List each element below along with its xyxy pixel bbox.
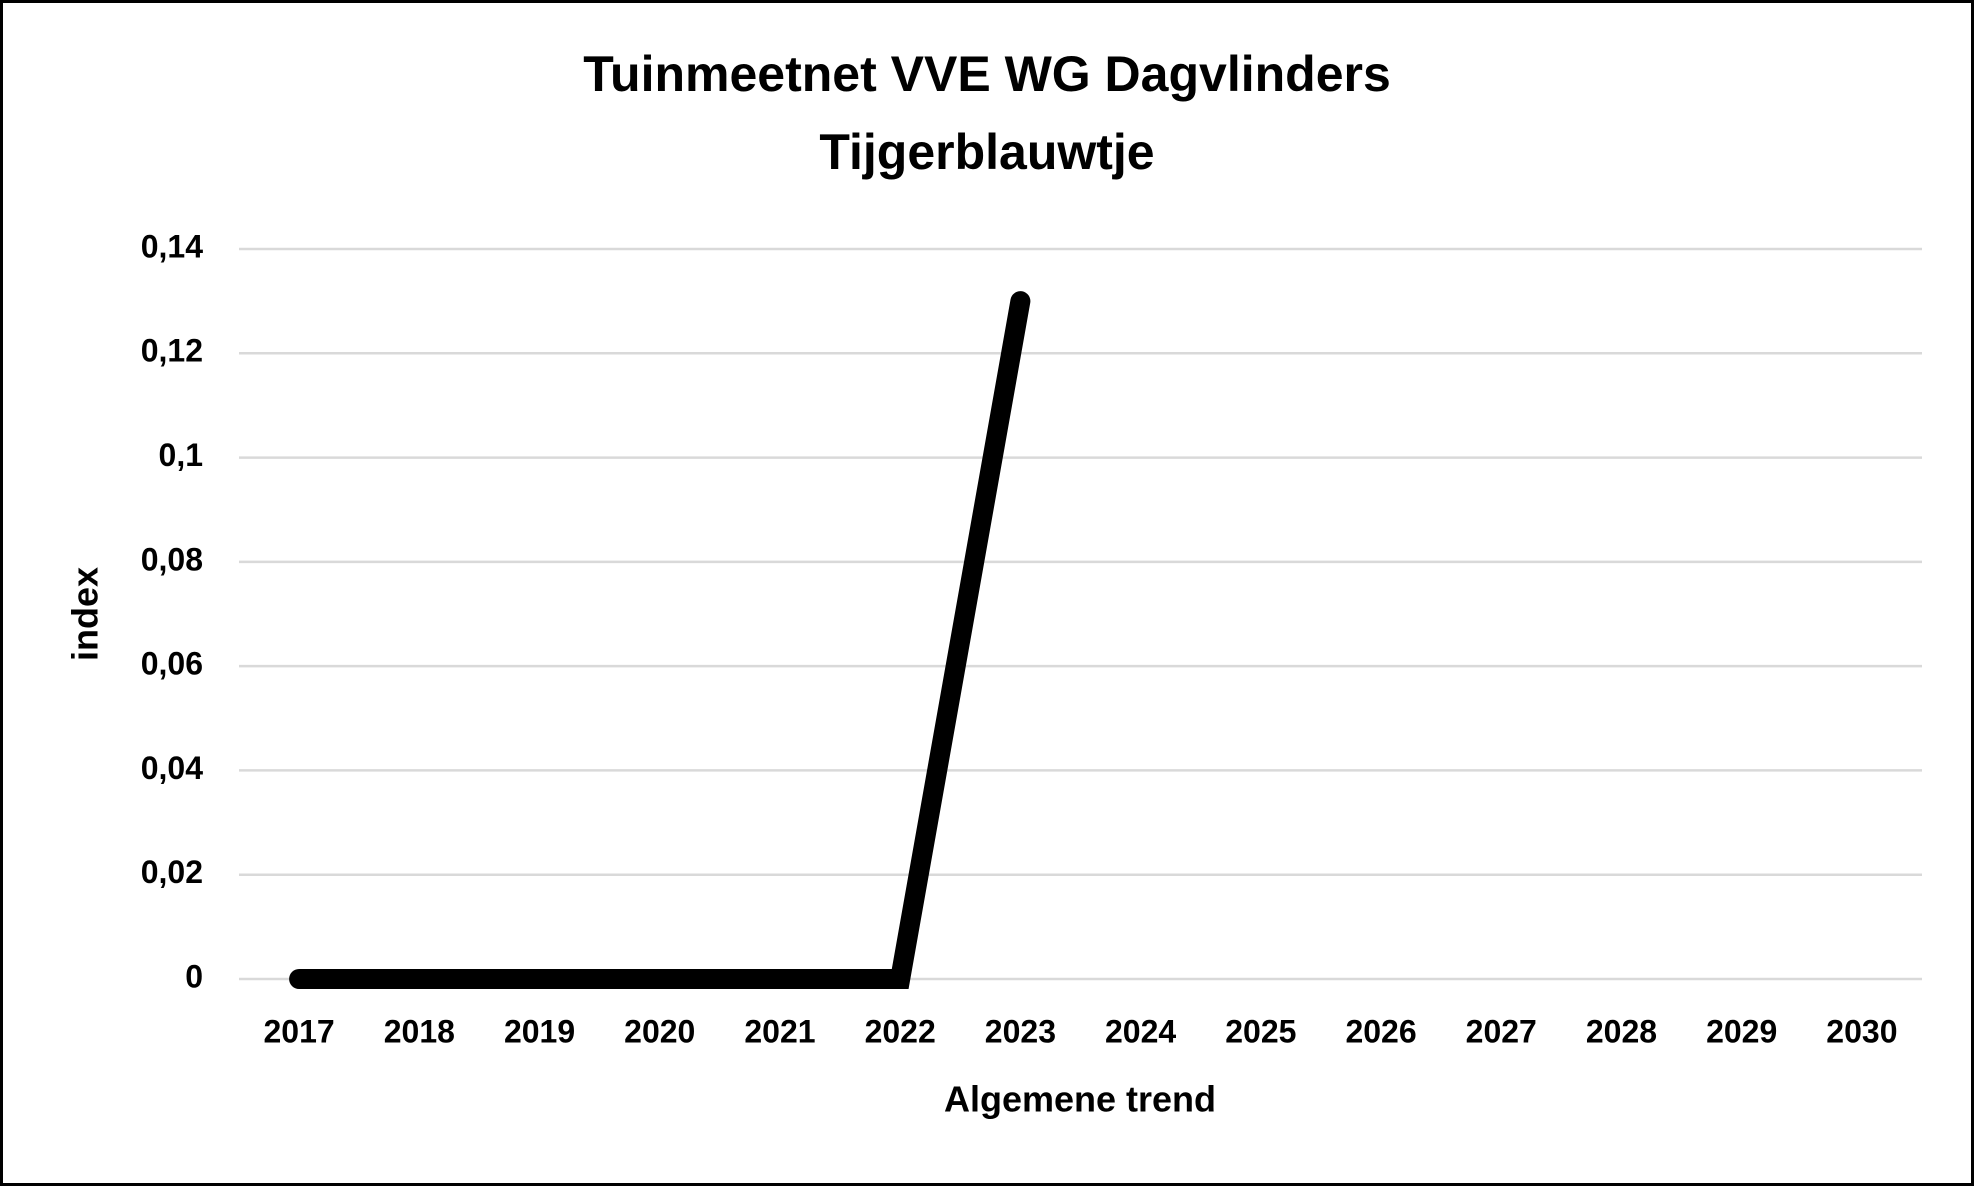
x-tick-label: 2025 xyxy=(1225,1013,1296,1049)
x-tick-label: 2029 xyxy=(1706,1013,1777,1049)
y-tick-label: 0,06 xyxy=(141,646,203,682)
y-tick-label: 0,14 xyxy=(141,228,203,264)
x-tick-label: 2026 xyxy=(1345,1013,1416,1049)
x-tick-label: 2018 xyxy=(384,1013,455,1049)
x-tick-label: 2027 xyxy=(1466,1013,1537,1049)
x-tick-label: 2028 xyxy=(1586,1013,1657,1049)
x-tick-label: 2023 xyxy=(985,1013,1056,1049)
y-tick-label: 0,04 xyxy=(141,750,203,786)
y-tick-label: 0,02 xyxy=(141,854,203,890)
y-tick-label: 0,08 xyxy=(141,541,203,577)
x-axis-label: Algemene trend xyxy=(944,1079,1216,1120)
x-tick-label: 2022 xyxy=(865,1013,936,1049)
x-tick-label: 2030 xyxy=(1826,1013,1897,1049)
chart-subtitle: Tijgerblauwtje xyxy=(819,124,1154,180)
y-tick-label: 0,12 xyxy=(141,333,203,369)
x-tick-label: 2024 xyxy=(1105,1013,1176,1049)
x-tick-label: 2017 xyxy=(264,1013,335,1049)
x-tick-label: 2019 xyxy=(504,1013,575,1049)
x-tick-label: 2021 xyxy=(744,1013,815,1049)
y-tick-label: 0,1 xyxy=(159,437,203,473)
x-tick-label: 2020 xyxy=(624,1013,695,1049)
data-line xyxy=(289,291,1031,989)
chart-title: Tuinmeetnet VVE WG Dagvlinders xyxy=(583,46,1391,102)
y-tick-label: 0 xyxy=(185,958,203,994)
y-axis-label: index xyxy=(65,567,106,661)
